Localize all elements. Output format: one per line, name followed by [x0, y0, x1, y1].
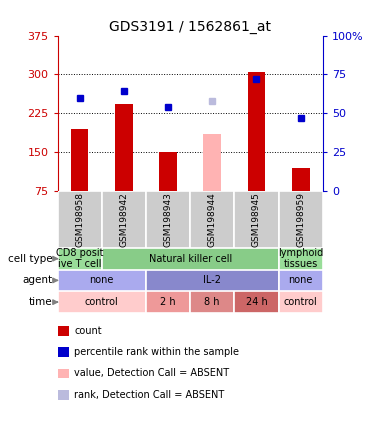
- Text: GSM198943: GSM198943: [164, 192, 173, 247]
- Bar: [279, 191, 323, 248]
- Bar: [159, 152, 177, 191]
- Bar: [102, 191, 146, 248]
- Bar: [234, 291, 279, 313]
- Bar: [190, 291, 234, 313]
- Text: time: time: [29, 297, 52, 307]
- Text: lymphoid
tissues: lymphoid tissues: [278, 248, 323, 270]
- Bar: [146, 191, 190, 248]
- Text: count: count: [74, 326, 102, 336]
- Text: GSM198944: GSM198944: [208, 192, 217, 247]
- Bar: [146, 291, 190, 313]
- Bar: [102, 248, 279, 270]
- Text: 8 h: 8 h: [204, 297, 220, 307]
- Text: control: control: [284, 297, 318, 307]
- Text: CD8 posit
ive T cell: CD8 posit ive T cell: [56, 248, 104, 270]
- Bar: [292, 167, 309, 191]
- Bar: [279, 270, 323, 291]
- Bar: [203, 134, 221, 191]
- Title: GDS3191 / 1562861_at: GDS3191 / 1562861_at: [109, 20, 271, 35]
- Text: agent: agent: [22, 275, 52, 285]
- Text: Natural killer cell: Natural killer cell: [148, 254, 232, 264]
- Bar: [58, 270, 146, 291]
- Text: none: none: [289, 275, 313, 285]
- Bar: [58, 191, 102, 248]
- Text: percentile rank within the sample: percentile rank within the sample: [74, 347, 239, 357]
- Bar: [190, 191, 234, 248]
- Text: value, Detection Call = ABSENT: value, Detection Call = ABSENT: [74, 369, 229, 378]
- Text: none: none: [89, 275, 114, 285]
- Bar: [58, 248, 102, 270]
- Text: cell type: cell type: [7, 254, 52, 264]
- Bar: [279, 248, 323, 270]
- Text: GSM198958: GSM198958: [75, 192, 84, 247]
- Bar: [279, 291, 323, 313]
- Bar: [146, 270, 279, 291]
- Bar: [115, 104, 133, 191]
- Text: IL-2: IL-2: [203, 275, 221, 285]
- Bar: [71, 129, 88, 191]
- Bar: [234, 191, 279, 248]
- Text: rank, Detection Call = ABSENT: rank, Detection Call = ABSENT: [74, 390, 224, 400]
- Text: GSM198959: GSM198959: [296, 192, 305, 247]
- Text: 2 h: 2 h: [160, 297, 176, 307]
- Bar: [58, 291, 146, 313]
- Text: control: control: [85, 297, 119, 307]
- Text: GSM198942: GSM198942: [119, 192, 128, 247]
- Text: 24 h: 24 h: [246, 297, 267, 307]
- Bar: [247, 72, 265, 191]
- Text: GSM198945: GSM198945: [252, 192, 261, 247]
